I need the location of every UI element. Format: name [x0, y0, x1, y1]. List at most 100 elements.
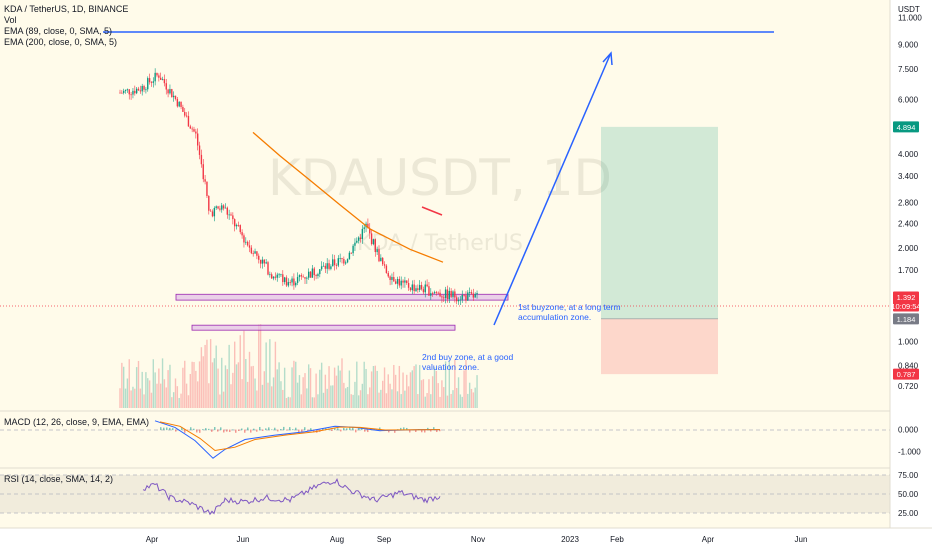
candle-body — [298, 275, 301, 278]
volume-bar — [263, 371, 265, 408]
macd-hist-bar — [184, 429, 186, 433]
macd-hist-bar — [394, 429, 396, 433]
volume-bar — [258, 324, 260, 408]
macd-label[interactable]: MACD (12, 26, close, 9, EMA, EMA) — [4, 417, 150, 427]
volume-bar — [298, 375, 301, 408]
volume-bar — [333, 367, 336, 408]
candle-body — [258, 255, 260, 260]
candle-body — [317, 274, 319, 277]
candle-body — [184, 111, 186, 116]
price-badge-text: 0.787 — [897, 370, 916, 379]
macd-hist-bar — [313, 429, 315, 433]
candle-body — [254, 251, 256, 254]
volume-bar — [224, 365, 227, 408]
candle-body — [435, 292, 438, 293]
candle-body — [461, 294, 463, 300]
volume-bar — [378, 392, 380, 408]
price-axis[interactable]: USDT 11.000 9.000 7.500 6.000 4.000 3.400 2.80… — [889, 0, 932, 550]
candle-body — [413, 284, 415, 292]
volume-bar — [187, 395, 190, 408]
candle-body — [191, 128, 193, 130]
buy-zones[interactable] — [175, 293, 509, 331]
zone2-line2: valuation zone. — [422, 362, 479, 372]
ema-curve[interactable] — [252, 131, 444, 263]
macd-hist-bar — [352, 427, 354, 431]
volume-bar — [413, 366, 415, 408]
ema-89-label[interactable]: EMA (89, close, 0, SMA, 5) — [4, 26, 113, 36]
volume-bar — [456, 388, 458, 408]
macd-hist-bar — [334, 427, 336, 431]
candle-body — [209, 210, 212, 212]
red-trendline[interactable] — [421, 206, 443, 216]
ema-200-label[interactable]: EMA (200, close, 0, SMA, 5) — [4, 37, 118, 47]
volume-bar — [143, 394, 145, 408]
candle-body — [197, 133, 199, 146]
candle-body — [309, 271, 312, 278]
macd-hist-bar — [376, 429, 378, 431]
candle-body — [271, 274, 273, 279]
price-badge: 4.894 — [893, 121, 919, 133]
time-axis[interactable]: Apr Jun Aug Sep Nov 2023 Feb Apr Jun — [0, 527, 932, 550]
volume-bar — [276, 369, 278, 408]
volume-bar — [228, 344, 230, 408]
candle-body — [248, 245, 251, 248]
candle-body — [267, 262, 269, 275]
macd-hist-bar — [166, 427, 168, 431]
rsi-pane[interactable] — [0, 469, 890, 527]
candle-body — [195, 131, 197, 134]
volume-bar — [289, 397, 291, 408]
candle-body — [308, 271, 310, 278]
vol-label[interactable]: Vol — [4, 15, 17, 25]
macd-hist-bar — [232, 429, 234, 431]
volume-bar — [404, 390, 406, 408]
price-badge-text: 4.894 — [897, 123, 916, 132]
macd-hist-bar — [415, 429, 417, 432]
price-pane[interactable]: KDAUSDT, 1D KDA / TetherUS 1st buyzone, … — [0, 0, 890, 410]
macd-hist-bar — [379, 427, 381, 431]
volume-bar — [283, 367, 286, 408]
buy-zone-1 — [175, 293, 509, 301]
candle-body — [189, 126, 191, 129]
candle-body — [320, 266, 323, 270]
volume-bar — [174, 378, 177, 408]
candle-body — [422, 289, 425, 293]
volume-bar — [235, 364, 238, 408]
volume-bar — [245, 359, 247, 408]
projection-arrow[interactable] — [493, 51, 613, 326]
volume-bar — [441, 380, 443, 408]
macd-hist-bar — [322, 428, 324, 431]
macd-hist-bar — [277, 429, 279, 432]
candle-body — [406, 280, 408, 283]
candle-body — [359, 237, 362, 240]
volume-bar — [137, 360, 140, 408]
candle-body — [385, 265, 388, 274]
candle-body — [143, 85, 145, 90]
price-badge-text: 1.184 — [897, 315, 916, 324]
volume-bar — [200, 347, 203, 408]
macd-hist-bar — [433, 427, 435, 431]
macd-pane[interactable] — [0, 412, 890, 467]
volume-bar — [119, 388, 121, 408]
candle-body — [361, 228, 364, 240]
candle-body — [428, 286, 430, 296]
candle-body — [265, 262, 267, 264]
volume-bar — [296, 382, 299, 408]
volume-bar — [461, 396, 463, 408]
candle-body — [376, 249, 378, 253]
macd-hist-bar — [310, 428, 312, 431]
candle-body — [204, 179, 206, 182]
macd-tick-label: 0.000 — [898, 426, 919, 435]
volume-bar — [221, 357, 223, 408]
time-tick-label: Feb — [610, 535, 624, 544]
candle-body — [446, 289, 449, 300]
candle-body — [176, 98, 179, 107]
symbol-title[interactable]: KDA / TetherUS, 1D, BINANCE — [4, 4, 129, 14]
volume-bar — [435, 370, 438, 408]
candle-body — [160, 77, 162, 80]
long-position-tool[interactable] — [601, 126, 718, 375]
stop-zone — [601, 318, 718, 375]
volume-bar — [147, 378, 149, 408]
volume-bar — [135, 367, 138, 408]
rsi-label[interactable]: RSI (14, close, SMA, 14, 2) — [4, 474, 114, 484]
